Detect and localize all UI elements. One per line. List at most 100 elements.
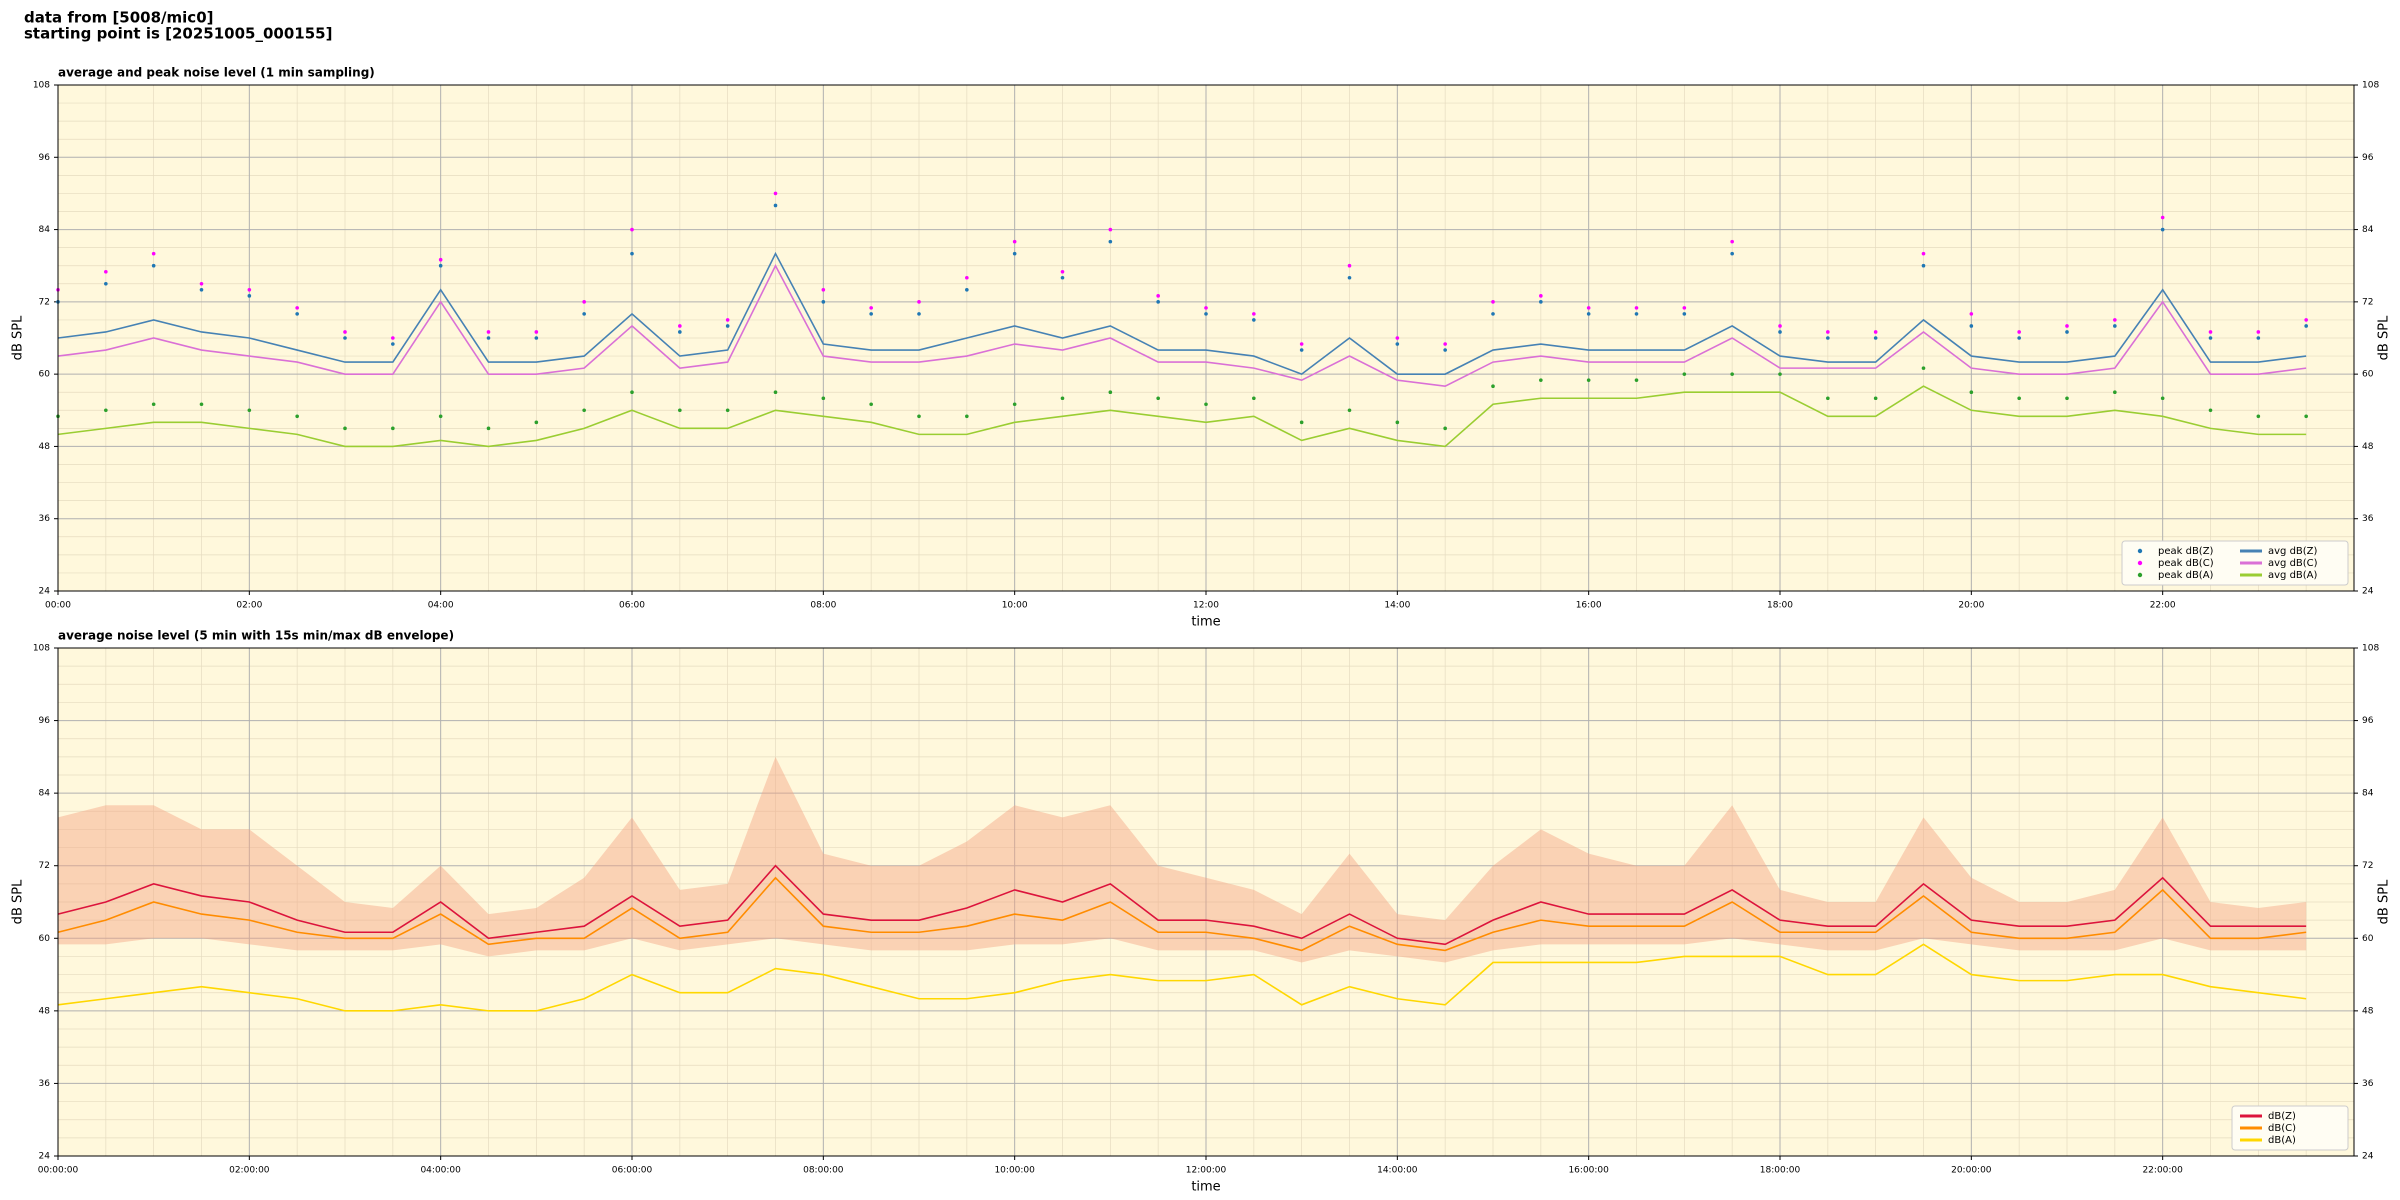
peak-point bbox=[1156, 396, 1160, 401]
peak-point bbox=[534, 336, 539, 340]
peak-point bbox=[295, 414, 299, 419]
x-tick-label: 10:00 bbox=[1002, 601, 1028, 611]
y-axis-label: dB SPL bbox=[2377, 315, 2392, 360]
y-tick-label: 72 bbox=[39, 297, 50, 307]
x-tick-label: 12:00 bbox=[1193, 601, 1219, 611]
peak-point bbox=[1921, 366, 1926, 370]
peak-point bbox=[1108, 227, 1113, 232]
x-tick-label: 10:00:00 bbox=[994, 1166, 1035, 1176]
peak-point bbox=[725, 318, 730, 322]
plot-frame bbox=[57, 84, 2355, 592]
peak-point bbox=[2113, 324, 2117, 328]
y-tick-label: 60 bbox=[39, 370, 51, 380]
peak-point bbox=[821, 396, 826, 401]
y-tick-label: 24 bbox=[2362, 587, 2374, 597]
x-tick-label: 02:00 bbox=[236, 601, 262, 611]
peak-point bbox=[1395, 342, 1400, 346]
peak-point bbox=[486, 330, 491, 334]
legend-label: peak dB(Z) bbox=[2158, 546, 2214, 557]
peak-point bbox=[486, 336, 491, 340]
peak-point bbox=[821, 288, 826, 292]
peak-point bbox=[773, 390, 778, 395]
y-axis-label: dB SPL bbox=[2377, 879, 2392, 924]
series-line bbox=[57, 876, 2307, 952]
peak-point bbox=[438, 263, 443, 268]
peak-point bbox=[1108, 239, 1113, 244]
peak-point bbox=[295, 306, 299, 310]
x-axis-label: time bbox=[1191, 615, 1220, 630]
peak-point bbox=[1299, 348, 1304, 352]
envelope-area bbox=[58, 756, 2307, 963]
peak-point bbox=[582, 408, 586, 413]
series-line bbox=[57, 263, 2307, 388]
peak-point bbox=[2160, 396, 2165, 401]
peak-point bbox=[534, 420, 539, 425]
peak-point bbox=[1539, 300, 1543, 304]
series-line bbox=[57, 864, 2307, 946]
peak-point bbox=[2256, 414, 2261, 419]
peak-point bbox=[2304, 324, 2308, 328]
legend-label: dB(Z) bbox=[2268, 1111, 2296, 1122]
peak-point bbox=[438, 414, 443, 419]
peak-point bbox=[2208, 330, 2213, 334]
peak-point bbox=[1347, 275, 1352, 280]
y-tick-label: 84 bbox=[39, 789, 51, 799]
peak-point bbox=[343, 336, 347, 340]
y-tick-label: 60 bbox=[2362, 934, 2374, 944]
peak-point bbox=[2160, 215, 2165, 220]
x-tick-label: 02:00:00 bbox=[229, 1166, 270, 1176]
peak-point bbox=[391, 426, 395, 431]
peak-point bbox=[1873, 336, 1878, 340]
peak-point bbox=[1682, 372, 1687, 376]
peak-point bbox=[1395, 336, 1400, 340]
x-tick-label: 14:00 bbox=[1384, 601, 1410, 611]
y-tick-label: 48 bbox=[2362, 442, 2374, 452]
peak-point bbox=[630, 227, 634, 232]
peak-point bbox=[2065, 330, 2069, 334]
peak-point bbox=[151, 402, 156, 407]
x-tick-label: 12:00:00 bbox=[1186, 1166, 1227, 1176]
peak-point bbox=[1730, 239, 1734, 244]
header-line: data from [5008/mic0] bbox=[24, 9, 214, 27]
y-tick-label: 96 bbox=[2362, 716, 2374, 726]
peak-point bbox=[2017, 330, 2021, 334]
x-tick-label: 18:00 bbox=[1767, 601, 1793, 611]
legend-label: avg dB(Z) bbox=[2268, 546, 2318, 557]
y-tick-label: 84 bbox=[2362, 225, 2374, 235]
x-tick-label: 20:00:00 bbox=[1951, 1166, 1992, 1176]
peak-point bbox=[1204, 306, 1208, 310]
y-tick-label: 72 bbox=[2362, 861, 2373, 871]
x-tick-label: 16:00 bbox=[1576, 601, 1602, 611]
peak-point bbox=[965, 288, 969, 292]
peak-point bbox=[1969, 324, 1974, 328]
peak-point bbox=[1012, 402, 1017, 407]
y-tick-label: 72 bbox=[2362, 297, 2373, 307]
peak-point bbox=[773, 191, 778, 196]
y-axis-label: dB SPL bbox=[11, 315, 26, 360]
peak-point bbox=[1586, 306, 1591, 310]
peak-point bbox=[1921, 251, 1926, 256]
x-tick-label: 00:00:00 bbox=[38, 1166, 79, 1176]
x-tick-label: 06:00:00 bbox=[612, 1166, 653, 1176]
y-tick-label: 108 bbox=[33, 81, 50, 91]
peak-point bbox=[534, 330, 539, 334]
peak-point bbox=[725, 408, 730, 413]
x-tick-label: 08:00:00 bbox=[803, 1166, 844, 1176]
peak-point bbox=[869, 312, 873, 316]
peak-point bbox=[1204, 402, 1208, 407]
peak-point bbox=[104, 281, 108, 286]
peak-point bbox=[917, 312, 921, 316]
y-tick-label: 108 bbox=[2362, 644, 2379, 654]
peak-point bbox=[343, 426, 347, 431]
peak-point bbox=[917, 414, 921, 419]
peak-point bbox=[1443, 426, 1447, 431]
peak-point bbox=[391, 336, 395, 340]
y-tick-label: 84 bbox=[39, 225, 51, 235]
y-tick-label: 24 bbox=[2362, 1152, 2374, 1162]
peak-point bbox=[1443, 348, 1447, 352]
peak-point bbox=[1060, 275, 1065, 280]
x-tick-label: 14:00:00 bbox=[1377, 1166, 1418, 1176]
peak-point bbox=[2208, 408, 2213, 413]
x-axis-label: time bbox=[1191, 1180, 1220, 1195]
